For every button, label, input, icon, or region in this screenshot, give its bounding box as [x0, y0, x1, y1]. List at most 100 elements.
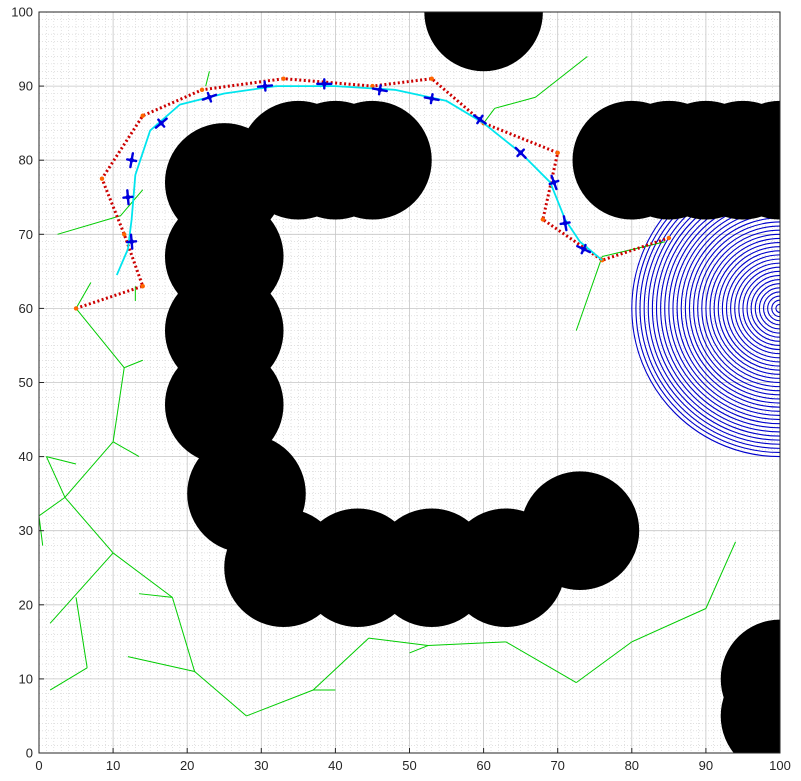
tree-edge [171, 597, 196, 672]
tree-edge [505, 641, 577, 684]
robot-pose-center [429, 96, 435, 102]
x-tick-label: 20 [180, 758, 194, 773]
obstacles [164, 12, 780, 753]
obstacle-circle [424, 12, 543, 72]
tree-edge [49, 667, 88, 691]
robot-pose-center [207, 94, 212, 100]
sensor-fan-ring [672, 200, 780, 416]
robot-pose-center [321, 81, 327, 87]
y-tick-label: 10 [19, 671, 33, 686]
tree-edge [57, 215, 121, 235]
tree-edge [64, 497, 114, 554]
robot-pose-center [477, 117, 483, 122]
y-tick-label: 90 [19, 79, 33, 94]
robot-pose-marker [256, 80, 274, 92]
robot-pose-center [581, 246, 587, 252]
robot-poses [122, 78, 592, 255]
sensor-fan-ring [725, 254, 780, 363]
waypoint-marker [540, 217, 546, 222]
x-tick-label: 50 [402, 758, 416, 773]
tree-edge [246, 689, 314, 717]
tree-edge [75, 597, 88, 668]
smooth-path [115, 85, 603, 276]
sensor-fan-ring [680, 209, 780, 408]
sensor-fan-ring [643, 172, 780, 445]
tree-edge [428, 641, 506, 647]
sensor-fan-ring [767, 295, 780, 322]
y-tick-label: 70 [19, 227, 33, 242]
obstacle-circle [520, 471, 640, 590]
tree-edge [312, 637, 370, 691]
tree-edge [494, 96, 536, 109]
x-tick-label: 100 [769, 758, 791, 773]
y-tick-label: 80 [19, 153, 33, 168]
x-tick-label: 30 [254, 758, 268, 773]
waypoint-polyline [75, 77, 670, 310]
tree-edge [64, 441, 114, 498]
tree-edge [112, 367, 125, 442]
tree-edge [631, 608, 707, 643]
robot-pose-center [562, 220, 568, 226]
y-tick-label: 20 [19, 597, 33, 612]
robot-pose-center [129, 157, 135, 163]
x-tick-label: 90 [699, 758, 713, 773]
y-tick-label: 0 [26, 746, 33, 761]
x-axis: 0 10 20 30 40 50 60 70 80 90 100 [35, 748, 791, 773]
tree-edge [535, 56, 588, 98]
robot-pose-center [518, 150, 524, 156]
tree-edge [45, 456, 66, 498]
robot-pose-marker [559, 215, 571, 232]
tree-edge [112, 441, 140, 458]
robot-pose-marker [201, 91, 218, 103]
tree-edge [75, 282, 92, 309]
robot-pose-marker [316, 78, 333, 90]
robot-pose-center [125, 194, 131, 200]
waypoint-marker [666, 235, 672, 241]
y-axis: 0 10 20 30 40 50 60 70 80 90 100 [11, 5, 44, 761]
robot-pose-center [129, 239, 135, 245]
robot-pose-marker [472, 114, 487, 125]
robot-pose-marker [548, 174, 560, 191]
sensor-fan-ring [775, 303, 780, 314]
x-tick-label: 0 [35, 758, 42, 773]
y-tick-label: 100 [11, 5, 33, 20]
tree-edge [705, 541, 736, 609]
sensor-fan-ring [717, 246, 780, 371]
sensor-fan-ring [750, 279, 780, 338]
tree-edge [205, 71, 210, 87]
rrt-tree [39, 56, 736, 717]
obstacle-circle [313, 100, 432, 220]
waypoint-marker [73, 306, 79, 311]
tree-edge [138, 593, 173, 598]
robot-pose-marker [371, 84, 388, 96]
sensor-fan-ring [635, 163, 780, 453]
waypoint-marker [429, 76, 434, 81]
tree-edge [409, 645, 429, 654]
y-tick-label: 40 [19, 449, 33, 464]
waypoint-marker [140, 283, 145, 289]
obstacle-circle [720, 100, 780, 220]
sensor-fan-ring [734, 262, 780, 355]
obstacle-circle [720, 656, 780, 753]
waypoint-marker [122, 232, 127, 237]
robot-pose-marker [576, 243, 592, 255]
tree-edge [124, 359, 143, 369]
tree-edge [120, 189, 144, 217]
robot-pose-marker [423, 93, 440, 105]
tree-edge [575, 641, 633, 684]
tree-edge [112, 552, 173, 598]
x-tick-label: 80 [625, 758, 639, 773]
robot-pose-marker [125, 233, 138, 250]
robot-pose-center [377, 87, 383, 93]
tree-edge [194, 671, 247, 717]
y-tick-label: 60 [19, 301, 33, 316]
robot-pose-marker [125, 152, 138, 169]
robot-pose-marker [514, 146, 527, 159]
tree-edge [368, 637, 429, 647]
robot-pose-center [158, 120, 164, 126]
tree-edge [39, 496, 66, 517]
x-tick-label: 40 [328, 758, 342, 773]
tree-edge [75, 308, 125, 368]
sensor-fan-ring [688, 217, 780, 400]
